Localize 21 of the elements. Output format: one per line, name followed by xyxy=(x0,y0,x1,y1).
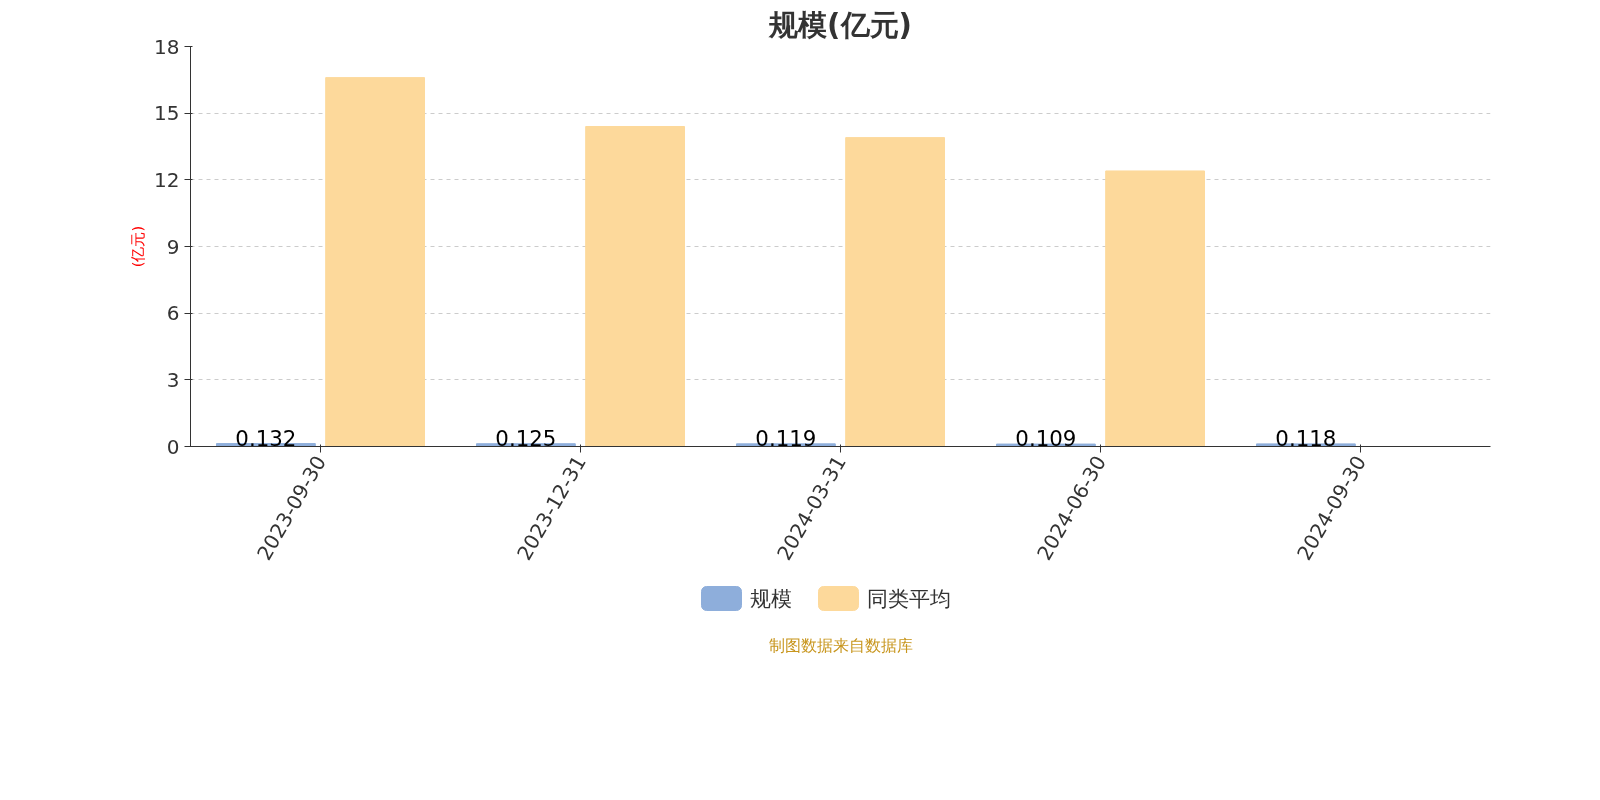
bar xyxy=(585,126,685,447)
data-label: 0.109 xyxy=(1015,426,1077,452)
data-label: 0.119 xyxy=(755,425,817,451)
y-tick-label: 9 xyxy=(166,234,180,259)
y-tick-label: 6 xyxy=(166,301,180,326)
data-label: 0.132 xyxy=(235,425,297,451)
y-axis-title: (亿元) xyxy=(129,225,147,268)
data-label: 0.118 xyxy=(1275,425,1337,451)
y-tick-label: 0 xyxy=(166,434,180,459)
y-tick-label: 18 xyxy=(154,34,180,59)
chart-title: 规模(亿元) xyxy=(768,7,912,42)
bar xyxy=(1105,170,1205,447)
y-tick-label: 15 xyxy=(154,101,180,126)
bar xyxy=(845,137,945,447)
legend-label: 规模 xyxy=(749,586,792,611)
bar xyxy=(325,77,425,447)
y-tick-label: 12 xyxy=(154,167,180,192)
data-label: 0.125 xyxy=(495,425,557,451)
text: 制图数据来自数据库 xyxy=(768,635,913,655)
y-tick-label: 3 xyxy=(166,367,180,392)
legend-label: 同类平均 xyxy=(866,586,951,611)
